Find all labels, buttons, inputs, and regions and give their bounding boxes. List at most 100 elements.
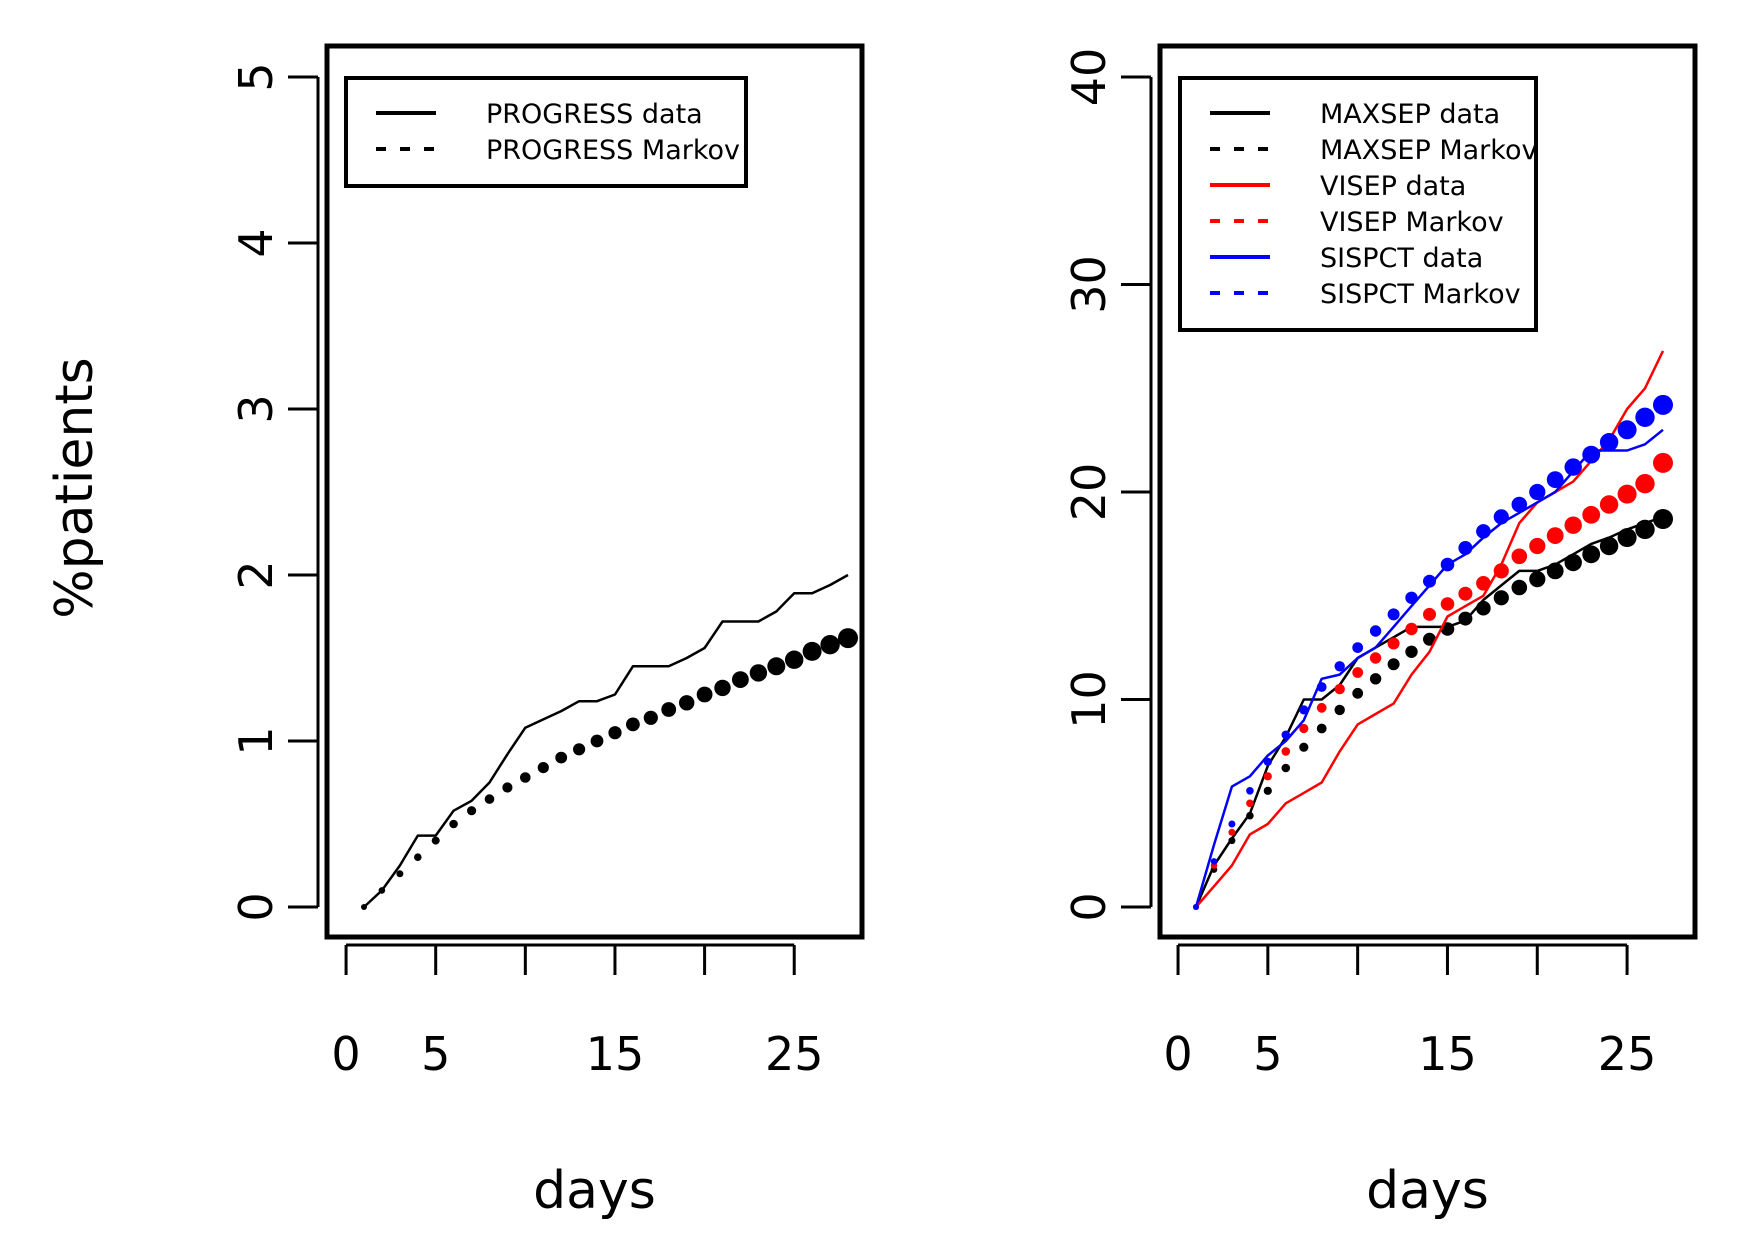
data-point (1334, 661, 1345, 672)
data-point (1334, 704, 1345, 716)
data-point (1599, 495, 1619, 514)
data-point (838, 628, 858, 649)
data-point (1546, 471, 1564, 488)
data-point (1546, 527, 1564, 544)
series-group (1193, 350, 1673, 910)
x-tick-label: 25 (765, 1027, 824, 1081)
data-point (1617, 420, 1637, 440)
data-point (1405, 622, 1418, 636)
legend-label: SISPCT Markov (1320, 279, 1521, 310)
data-point (1599, 433, 1619, 452)
data-point (1476, 524, 1491, 539)
data-point (1564, 458, 1582, 476)
data-point (643, 710, 658, 725)
data-point (1476, 600, 1491, 616)
data-point (802, 641, 822, 661)
legend: MAXSEP data MAXSEP Markov VISEP data VISEP … (1178, 76, 1538, 332)
data-point (1369, 652, 1382, 664)
data-point (1352, 642, 1364, 653)
x-axis: 0 5 15 25 (331, 943, 824, 1081)
data-point (378, 887, 386, 894)
data-point (1564, 516, 1582, 534)
data-point (1281, 763, 1291, 773)
data-point (1387, 637, 1400, 650)
y-tick-label: 10 (1062, 670, 1116, 729)
data-point (1458, 586, 1473, 601)
data-point (1334, 683, 1345, 695)
data-point (1440, 597, 1455, 611)
data-point (1529, 483, 1546, 501)
y-tick-label: 5 (229, 62, 283, 91)
data-point (1423, 574, 1436, 588)
data-point (749, 664, 768, 682)
x-tick-label: 0 (1163, 1027, 1192, 1081)
data-point (767, 657, 786, 676)
series-points (1193, 394, 1673, 910)
data-point (537, 762, 549, 774)
legend-label: PROGRESS data (486, 99, 703, 130)
data-point (467, 806, 477, 816)
series-line (1195, 350, 1665, 908)
data-point (1387, 608, 1400, 621)
legend-label: VISEP Markov (1320, 207, 1504, 238)
x-tick-label: 15 (1418, 1027, 1477, 1081)
y-axis-title: %patients (45, 357, 105, 619)
data-point (1246, 799, 1254, 808)
legend-label: VISEP data (1320, 171, 1466, 202)
data-point (1246, 787, 1254, 795)
legend-frame (1178, 76, 1538, 332)
data-point (1352, 687, 1364, 699)
data-point (520, 772, 531, 783)
left-panel: 0 5 15 25 days 0 1 2 3 4 5 PROGRESS data PROGRESS Ma… (229, 43, 865, 1221)
data-point (502, 782, 513, 793)
data-point (1582, 445, 1601, 464)
data-point (714, 679, 731, 697)
y-tick-label: 30 (1062, 255, 1116, 314)
data-point (1299, 705, 1309, 715)
data-point (431, 836, 440, 845)
legend-label: SISPCT data (1320, 243, 1483, 274)
x-tick-label: 0 (331, 1027, 360, 1081)
series-points (1193, 452, 1673, 910)
data-point (1299, 742, 1309, 752)
data-point (1599, 536, 1619, 556)
data-point (1299, 723, 1309, 734)
data-point (1511, 579, 1528, 596)
data-point (1246, 811, 1254, 820)
y-tick-label: 40 (1062, 48, 1116, 107)
series-group (361, 573, 858, 910)
y-tick-label: 3 (229, 394, 283, 423)
legend-label: MAXSEP data (1320, 99, 1500, 130)
data-point (785, 650, 804, 669)
y-tick-label: 0 (229, 892, 283, 921)
x-tick-label: 5 (421, 1027, 450, 1081)
data-point (555, 751, 568, 764)
data-point (1316, 702, 1327, 713)
data-point (1263, 772, 1272, 781)
data-point (1405, 591, 1418, 604)
x-axis-title: days (1366, 1161, 1489, 1221)
data-point (1511, 548, 1528, 565)
plot-frame (1157, 43, 1698, 940)
series-points (1193, 509, 1673, 910)
data-point (732, 671, 749, 688)
legend-label: MAXSEP Markov (1320, 135, 1537, 166)
y-tick-label: 20 (1062, 463, 1116, 522)
data-point (1263, 757, 1272, 766)
data-point (1564, 553, 1582, 572)
data-point (590, 734, 604, 748)
data-point (1387, 658, 1400, 671)
data-point (626, 717, 640, 732)
plot-frame (324, 43, 865, 940)
data-point (661, 702, 677, 717)
data-point (1511, 496, 1528, 513)
data-point (1423, 632, 1436, 646)
data-point (1316, 723, 1327, 734)
data-point (1617, 484, 1637, 504)
data-point (1281, 730, 1291, 740)
data-point (1582, 505, 1601, 524)
data-point (1476, 576, 1491, 591)
data-point (1228, 820, 1236, 828)
data-point (1228, 837, 1236, 845)
